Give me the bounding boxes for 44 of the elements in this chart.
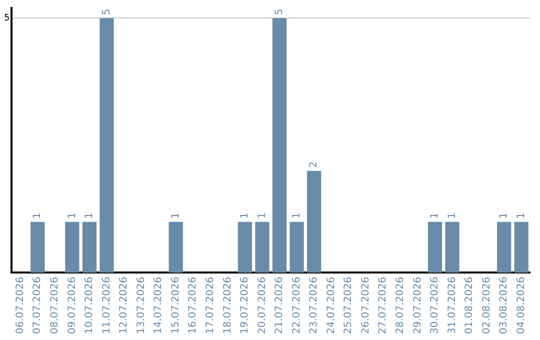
- x-tick-label: 26.07.2026: [360, 276, 372, 334]
- x-tick-label: 29.07.2026: [412, 276, 424, 334]
- x-tick-label: 31.07.2026: [446, 276, 458, 334]
- x-tick-label: 20.07.2026: [256, 276, 268, 334]
- x-tick-label: 01.08.2026: [464, 276, 476, 334]
- x-tick-label: 23.07.2026: [308, 276, 320, 334]
- x-tick-label: 02.08.2026: [481, 276, 492, 334]
- data-label: 1: [516, 212, 527, 219]
- x-tick-label: 06.07.2026: [14, 276, 26, 334]
- x-tick-label: 16.07.2026: [188, 276, 199, 334]
- data-label: 1: [170, 212, 182, 219]
- x-tick-label: 04.08.2026: [516, 276, 527, 334]
- x-tick-label: 11.07.2026: [101, 276, 112, 334]
- data-label: 1: [256, 212, 268, 219]
- data-label: 1: [430, 212, 441, 219]
- x-tick-label: 18.07.2026: [222, 276, 234, 334]
- data-label: 5: [274, 8, 286, 16]
- x-tick-label: 03.08.2026: [498, 276, 510, 334]
- x-tick-label: 10.07.2026: [84, 276, 96, 334]
- x-tick-label: 07.07.2026: [32, 276, 44, 334]
- x-tick-label: 22.07.2026: [291, 276, 302, 334]
- x-tick-label: 25.07.2026: [343, 276, 354, 334]
- data-label: 1: [291, 212, 302, 219]
- x-tick-label: 30.07.2026: [430, 276, 441, 334]
- x-tick-label: 27.07.2026: [378, 276, 389, 334]
- data-label: 1: [498, 212, 510, 219]
- data-label: 1: [446, 212, 458, 219]
- x-tick-label: 17.07.2026: [204, 276, 216, 334]
- x-tick-label: 24.07.2026: [326, 276, 337, 334]
- x-tick-label: 14.07.2026: [153, 276, 164, 334]
- data-label: 1: [240, 212, 251, 219]
- data-label: 1: [32, 212, 44, 219]
- x-tick-label: 08.07.2026: [50, 276, 61, 334]
- data-label: 2: [308, 162, 320, 168]
- x-tick-label: 13.07.2026: [136, 276, 147, 334]
- data-label: 1: [66, 212, 78, 219]
- x-tick-label: 15.07.2026: [170, 276, 182, 334]
- x-tick-label: 21.07.2026: [274, 276, 286, 334]
- x-tick-label: 28.07.2026: [395, 276, 406, 334]
- data-label: 5: [101, 8, 112, 16]
- data-label: 1: [84, 212, 96, 219]
- x-tick-label: 12.07.2026: [118, 276, 130, 334]
- x-tick-label: 09.07.2026: [66, 276, 78, 334]
- x-tick-label: 19.07.2026: [240, 276, 251, 334]
